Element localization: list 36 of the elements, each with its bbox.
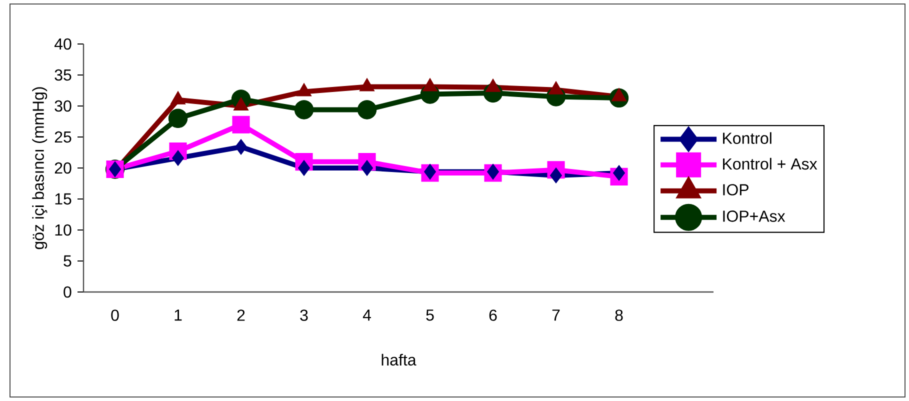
x-tick-label: 1	[174, 310, 182, 321]
point	[168, 108, 188, 128]
x-tick-label: 7	[552, 310, 560, 321]
point	[487, 164, 500, 180]
y-tick-label: 0	[64, 286, 72, 298]
y-tick-label: 20	[54, 162, 72, 174]
point	[232, 116, 250, 134]
legend-label: IOP+Asx	[723, 210, 786, 222]
y-axis-title: göz içi basıncı (mmHg)	[32, 87, 48, 250]
point	[550, 168, 562, 184]
legend-label: IOP	[723, 184, 748, 196]
x-tick-label: 6	[489, 310, 497, 321]
point	[424, 164, 436, 180]
x-tick-label: 4	[362, 310, 371, 321]
legend-label: Kontrol	[723, 132, 772, 144]
y-tick-label: 15	[55, 193, 72, 205]
legend-label: Kontrol + Asx	[723, 158, 818, 170]
y-tick-label: 35	[54, 69, 72, 81]
point	[613, 165, 626, 181]
point	[235, 139, 248, 155]
y-tick-label: 25	[54, 131, 72, 143]
x-tick-label: 5	[426, 310, 434, 321]
point	[357, 100, 377, 120]
y-tick-label: 40	[54, 38, 72, 50]
x-tick-label: 3	[300, 310, 308, 321]
x-tick-label: 2	[237, 310, 245, 321]
x-axis-title: hafta	[382, 354, 416, 366]
point	[361, 160, 374, 176]
point	[294, 100, 314, 120]
point	[172, 150, 184, 166]
point	[298, 160, 310, 176]
x-tick-label: 0	[111, 310, 119, 321]
x-tick-label: 8	[615, 310, 623, 321]
y-tick-label: 5	[64, 255, 72, 267]
y-tick-label: 30	[54, 100, 72, 112]
y-tick-label: 10	[55, 224, 72, 236]
